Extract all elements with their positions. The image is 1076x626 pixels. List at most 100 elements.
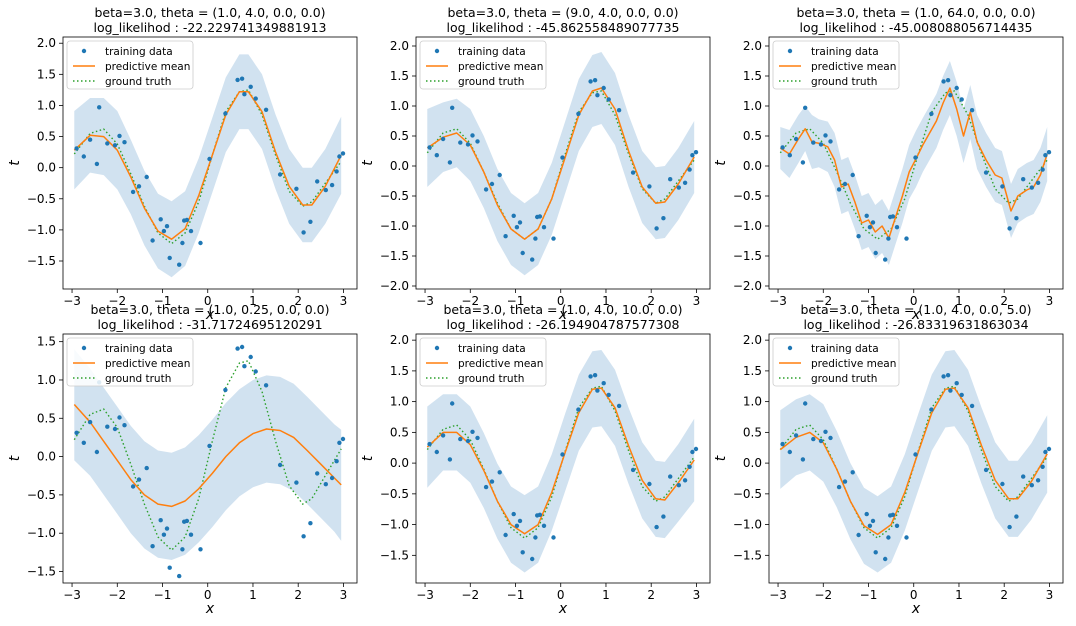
axes-frame xyxy=(415,36,711,290)
training-point xyxy=(161,532,167,537)
training-point xyxy=(1035,180,1041,185)
y-tick-label: 2.0 xyxy=(743,333,762,347)
training-point xyxy=(537,214,543,219)
y-tick-label: 0.0 xyxy=(743,159,762,173)
y-tick-label: −1.0 xyxy=(27,526,56,540)
training-point xyxy=(450,105,455,111)
training-point xyxy=(458,436,463,442)
x-tick-label: −2 xyxy=(108,294,126,308)
x-axis-label: x xyxy=(205,307,215,323)
x-tick-label: 2 xyxy=(1000,294,1008,308)
training-point xyxy=(164,526,170,531)
training-point xyxy=(856,532,861,538)
training-point xyxy=(207,443,212,449)
training-point xyxy=(983,467,989,473)
legend: training data predictive mean ground truth xyxy=(66,40,194,90)
legend-label-mean: predictive mean xyxy=(105,61,190,73)
training-point xyxy=(661,514,666,519)
legend-label-training: training data xyxy=(458,46,526,58)
y-tick-label: −1.5 xyxy=(380,249,409,263)
training-point xyxy=(1021,177,1026,182)
uncertainty-band xyxy=(74,54,342,278)
training-point xyxy=(81,154,87,159)
training-point xyxy=(870,518,876,524)
training-point xyxy=(894,225,900,230)
y-tick-label: 1.0 xyxy=(743,395,762,409)
training-point xyxy=(97,105,102,110)
training-point xyxy=(661,216,666,221)
y-tick-label: 2.0 xyxy=(390,333,409,347)
panel-loglik: log_likelihod : -45.008088056714435 xyxy=(799,20,1032,35)
y-tick-label: −1.0 xyxy=(733,518,762,532)
y-tick-label: 0.0 xyxy=(390,456,409,470)
training-point xyxy=(1046,446,1052,452)
training-point xyxy=(136,184,142,189)
uncertainty-band xyxy=(74,349,342,560)
training-point xyxy=(676,185,681,190)
training-point xyxy=(682,478,688,483)
training-point xyxy=(263,383,269,388)
panel-title: beta=3.0, theta = (1.0, 0.25, 0.0, 0.0) xyxy=(90,302,329,317)
training-point xyxy=(315,471,320,476)
x-tick-label: 0 xyxy=(204,588,212,602)
training-point xyxy=(239,76,245,81)
legend-label-mean: predictive mean xyxy=(458,358,543,370)
y-axis-label: t xyxy=(7,455,23,461)
training-point xyxy=(301,230,306,235)
training-point xyxy=(514,225,520,230)
training-point xyxy=(693,446,699,452)
y-tick-label: 0.0 xyxy=(37,450,56,464)
training-point xyxy=(184,518,190,524)
panel-1: −3 −2 −1 0 1 2 3 −1.5 −1.0 −0.5 0.0 0.5 1.0 1.5 2.0 x t b… xyxy=(7,5,358,323)
training-point xyxy=(158,518,163,523)
training-point xyxy=(836,187,842,192)
training-point xyxy=(470,133,475,138)
training-point xyxy=(630,467,636,473)
x-tick-label: 0 xyxy=(557,294,565,308)
y-tick-label: 0.0 xyxy=(37,161,56,175)
x-tick-label: 2 xyxy=(294,294,302,308)
training-point xyxy=(530,257,535,262)
y-tick-label: 0.5 xyxy=(37,130,56,144)
x-tick-label: −1 xyxy=(154,588,172,602)
panel-title: beta=3.0, theta = (1.0, 64.0, 0.0, 0.0) xyxy=(796,5,1035,20)
y-tick-label: 1.5 xyxy=(390,364,409,378)
legend-label-truth: ground truth xyxy=(458,373,524,385)
x-tick-label: −3 xyxy=(63,294,81,308)
y-tick-label: −2.0 xyxy=(380,279,409,293)
training-point xyxy=(447,160,453,165)
legend-label-mean: predictive mean xyxy=(811,61,896,73)
y-axis-label: t xyxy=(360,160,376,166)
training-point xyxy=(592,78,598,83)
training-point xyxy=(913,452,918,457)
training-point xyxy=(588,374,593,379)
training-point xyxy=(850,172,855,178)
legend-label-training: training data xyxy=(458,343,526,355)
legend-label-truth: ground truth xyxy=(811,76,877,88)
training-point xyxy=(828,139,833,144)
training-point xyxy=(470,429,475,434)
training-point xyxy=(235,346,240,351)
x-axis-label: x xyxy=(558,601,568,617)
training-point xyxy=(1007,226,1012,231)
x-tick-label: −1 xyxy=(860,294,878,308)
training-point xyxy=(323,482,328,487)
y-tick-label: −1.0 xyxy=(380,518,409,532)
x-tick-label: 1 xyxy=(602,294,610,308)
training-point xyxy=(517,220,523,225)
training-point xyxy=(253,369,258,374)
x-tick-label: 2 xyxy=(647,294,655,308)
y-tick-label: 1.5 xyxy=(743,69,762,83)
training-point xyxy=(836,484,842,490)
panel-2: −3 −2 −1 0 1 2 3 −2.0 −1.5 −1.0 −0.5 0.0 0.5 1.0 1.5 2.… xyxy=(360,5,711,323)
training-point xyxy=(945,373,951,378)
panel-loglik: log_likelihod : -26.194904787577308 xyxy=(446,317,679,332)
training-point xyxy=(969,403,975,409)
x-axis-label: x xyxy=(911,307,921,323)
training-point xyxy=(867,523,873,528)
y-tick-label: 2.0 xyxy=(37,36,56,50)
training-point xyxy=(301,534,306,539)
training-point xyxy=(248,84,253,90)
training-point xyxy=(514,523,520,528)
training-point xyxy=(1040,167,1045,172)
